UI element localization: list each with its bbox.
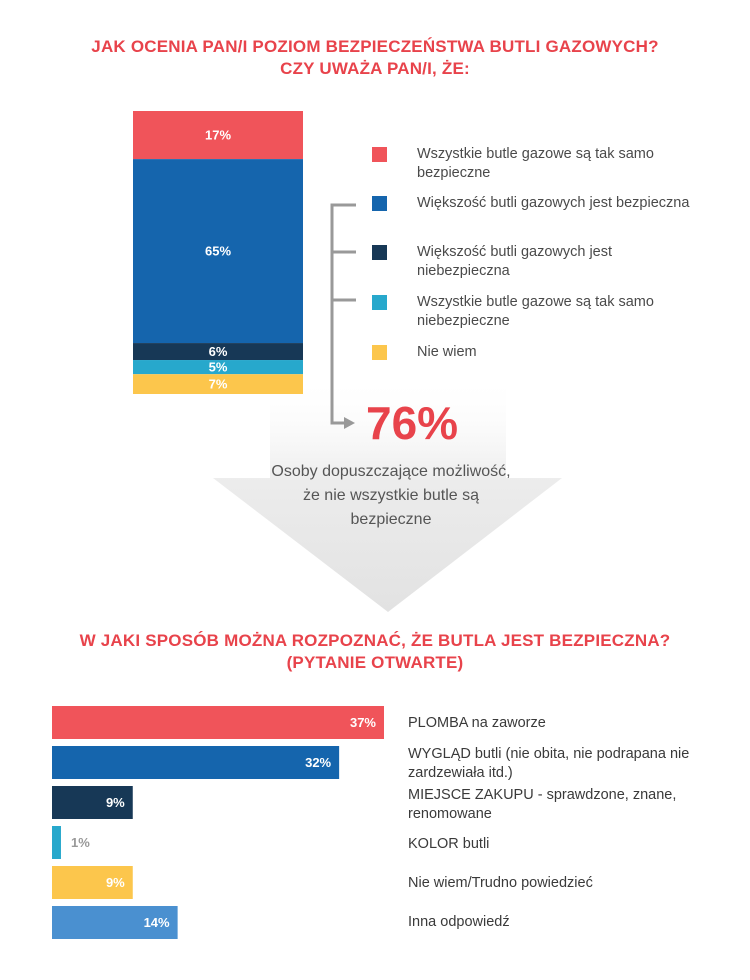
- hbar-category-1: WYGLĄD butli (nie obita, nie podrapana n…: [408, 746, 690, 781]
- chart1-title-line2: CZY UWAŻA PAN/I, ŻE:: [280, 59, 470, 78]
- legend-label-2: Większość butli gazowych jest niebezpiec…: [417, 244, 613, 279]
- chart2-title-line2: (PYTANIE OTWARTE): [286, 653, 464, 672]
- hbar-category-5: Inna odpowiedź: [408, 914, 510, 930]
- legend-label-3: Wszystkie butle gazowe są tak samo niebe…: [417, 294, 654, 329]
- stack-segment-label-1: 65%: [205, 244, 231, 259]
- hbar-label-0: 37%: [350, 715, 376, 730]
- hbar-category-3: KOLOR butli: [408, 836, 490, 852]
- legend-swatch-1: [372, 196, 387, 211]
- hbar-0: [52, 706, 384, 739]
- hbar-label-5: 14%: [144, 915, 170, 930]
- stack-segment-0: [133, 111, 303, 160]
- hbar-category-4: Nie wiem/Trudno powiedzieć: [408, 875, 593, 891]
- summary-text: Osoby dopuszczające możliwość, że nie ws…: [271, 463, 511, 528]
- stack-segment-label-2: 6%: [209, 344, 228, 359]
- stack-segment-1: [133, 159, 303, 344]
- hbar-label-1: 32%: [305, 755, 331, 770]
- legend-swatch-2: [372, 245, 387, 260]
- hbar-label-3: 1%: [71, 835, 90, 850]
- bracket-arrowhead: [344, 417, 355, 429]
- stack-segment-4: [133, 374, 303, 394]
- hbar-category-2: MIEJSCE ZAKUPU - sprawdzone, znane, reno…: [408, 787, 677, 822]
- chart2-title-line1: W JAKI SPOSÓB MOŻNA ROZPOZNAĆ, ŻE BUTLA …: [79, 631, 671, 650]
- legend-swatch-4: [372, 345, 387, 360]
- legend-label-4: Nie wiem: [417, 344, 477, 360]
- hbar-1: [52, 746, 340, 779]
- stack-segment-label-3: 5%: [209, 360, 228, 375]
- hbar-5: [52, 906, 178, 939]
- stack-segment-2: [133, 343, 303, 361]
- legend-label-0: Wszystkie butle gazowe są tak samo bezpi…: [417, 146, 654, 181]
- hbar-4: [52, 866, 133, 899]
- hbar-2: [52, 786, 133, 819]
- summary-percentage: 76%: [366, 397, 459, 449]
- hbar-label-4: 9%: [106, 875, 125, 890]
- chart1-title-line1: JAK OCENIA PAN/I POZIOM BEZPIECZEŃSTWA B…: [91, 37, 659, 56]
- down-arrow-shape: [213, 375, 562, 612]
- legend-swatch-0: [372, 147, 387, 162]
- stack-segment-3: [133, 360, 303, 375]
- legend-swatch-3: [372, 295, 387, 310]
- hbar-label-2: 9%: [106, 795, 125, 810]
- legend-label-1: Większość butli gazowych jest bezpieczna: [417, 195, 690, 211]
- stack-segment-label-4: 7%: [209, 377, 228, 392]
- hbar-category-0: PLOMBA na zaworze: [408, 715, 546, 731]
- hbar-3: [52, 826, 61, 859]
- stack-segment-label-0: 17%: [205, 128, 231, 143]
- bracket-connector: [330, 203, 356, 425]
